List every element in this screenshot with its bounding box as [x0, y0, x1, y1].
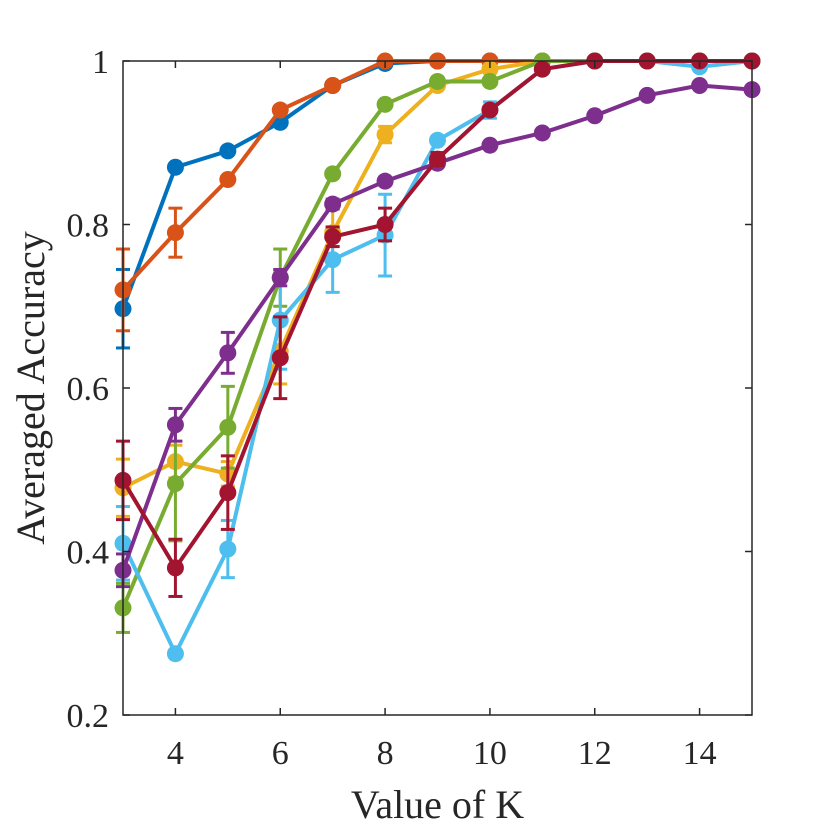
data-point	[324, 228, 342, 246]
x-tick-label: 4	[167, 735, 184, 772]
data-point	[324, 251, 342, 269]
x-tick-label: 14	[683, 735, 717, 772]
data-point	[166, 158, 184, 176]
y-tick-label: 0.6	[67, 371, 110, 408]
data-point	[219, 142, 237, 160]
data-point	[166, 475, 184, 493]
data-point	[376, 95, 394, 113]
data-point	[481, 60, 499, 78]
data-point	[324, 77, 342, 95]
y-tick-label: 0.2	[67, 698, 110, 735]
axes: 4 6 8 10 12 14 0.2 0.4 0.6 0.8 1	[67, 44, 753, 772]
data-point	[219, 418, 237, 436]
data-point	[586, 107, 604, 125]
data-point	[324, 195, 342, 213]
data-point	[271, 269, 289, 287]
x-tick-label: 10	[473, 735, 507, 772]
data-point	[376, 126, 394, 144]
y-tick-label: 0.8	[67, 208, 110, 245]
y-tick-label: 0.4	[67, 535, 110, 572]
y-tick-label: 1	[92, 44, 109, 81]
data-point	[271, 349, 289, 367]
x-tick-label: 8	[377, 735, 394, 772]
data-point	[166, 416, 184, 434]
y-axis-title: Averaged Accuracy	[8, 231, 53, 545]
plot-area	[114, 52, 761, 663]
x-axis-title: Value of K	[351, 782, 524, 827]
series-5	[114, 52, 761, 663]
data-point	[481, 101, 499, 119]
data-point	[429, 72, 446, 90]
series-line	[121, 59, 752, 310]
data-point	[691, 77, 709, 95]
data-point	[533, 60, 551, 78]
data-point	[219, 171, 237, 189]
data-point	[376, 216, 394, 233]
data-point	[271, 101, 289, 119]
data-point	[376, 172, 394, 190]
data-point	[166, 559, 184, 577]
data-point	[166, 224, 184, 242]
data-point	[481, 136, 499, 154]
data-point	[219, 540, 237, 558]
data-point	[429, 131, 446, 149]
x-tick-label: 12	[578, 735, 612, 772]
series-line	[121, 59, 753, 656]
data-point	[166, 645, 184, 663]
series-line	[122, 59, 752, 490]
data-point	[533, 124, 551, 142]
data-point	[219, 344, 237, 362]
data-point	[481, 72, 499, 90]
x-tick-label: 6	[272, 735, 289, 772]
data-point	[219, 484, 237, 502]
data-point	[324, 165, 342, 183]
data-point	[429, 150, 446, 168]
data-point	[638, 86, 656, 104]
series-1	[114, 52, 761, 350]
